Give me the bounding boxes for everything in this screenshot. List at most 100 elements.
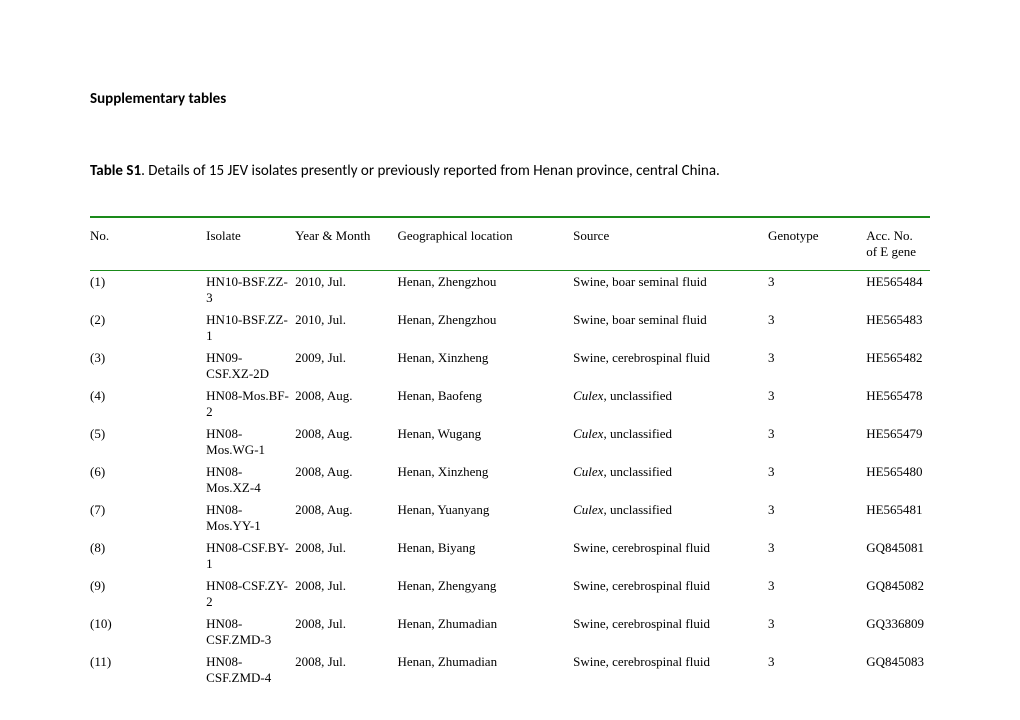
cell-geo: Henan, Zhumadian bbox=[397, 613, 573, 651]
table-row: (10)HN08-CSF.ZMD-32008, Jul.Henan, Zhuma… bbox=[90, 613, 930, 651]
col-header-source: Source bbox=[573, 217, 768, 271]
cell-no: (8) bbox=[90, 537, 206, 575]
cell-year-month: 2008, Aug. bbox=[295, 423, 397, 461]
cell-no: (4) bbox=[90, 385, 206, 423]
cell-acc: HE565480 bbox=[866, 461, 930, 499]
table-header-row: No. Isolate Year & Month Geographical lo… bbox=[90, 217, 930, 271]
table-row: (5)HN08-Mos.WG-12008, Aug.Henan, WugangC… bbox=[90, 423, 930, 461]
caption-text: . Details of 15 JEV isolates presently o… bbox=[141, 162, 720, 180]
col-header-acc: Acc. No. of E gene bbox=[866, 217, 930, 271]
col-header-year-month: Year & Month bbox=[295, 217, 397, 271]
cell-year-month: 2008, Jul. bbox=[295, 651, 397, 689]
cell-no: (11) bbox=[90, 651, 206, 689]
section-heading: Supplementary tables bbox=[90, 90, 930, 108]
cell-source: Swine, cerebrospinal fluid bbox=[573, 651, 768, 689]
table-row: (1)HN10-BSF.ZZ-32010, Jul.Henan, Zhengzh… bbox=[90, 271, 930, 310]
cell-no: (6) bbox=[90, 461, 206, 499]
cell-isolate: HN08-CSF.ZMD-4 bbox=[206, 651, 295, 689]
cell-no: (1) bbox=[90, 271, 206, 310]
table-row: (7)HN08-Mos.YY-12008, Aug.Henan, Yuanyan… bbox=[90, 499, 930, 537]
cell-source: Culex, unclassified bbox=[573, 461, 768, 499]
cell-geo: Henan, Zhengzhou bbox=[397, 271, 573, 310]
cell-genotype: 3 bbox=[768, 575, 866, 613]
cell-no: (3) bbox=[90, 347, 206, 385]
caption-label: Table S1 bbox=[90, 162, 141, 180]
cell-acc: GQ845083 bbox=[866, 651, 930, 689]
cell-isolate: HN08-CSF.BY-1 bbox=[206, 537, 295, 575]
cell-acc: GQ845081 bbox=[866, 537, 930, 575]
cell-genotype: 3 bbox=[768, 385, 866, 423]
cell-genotype: 3 bbox=[768, 613, 866, 651]
cell-no: (2) bbox=[90, 309, 206, 347]
cell-genotype: 3 bbox=[768, 537, 866, 575]
cell-acc: HE565478 bbox=[866, 385, 930, 423]
source-rest: , unclassified bbox=[603, 426, 672, 441]
table-row: (11)HN08-CSF.ZMD-42008, Jul.Henan, Zhuma… bbox=[90, 651, 930, 689]
cell-source: Swine, cerebrospinal fluid bbox=[573, 537, 768, 575]
cell-geo: Henan, Baofeng bbox=[397, 385, 573, 423]
cell-geo: Henan, Wugang bbox=[397, 423, 573, 461]
cell-geo: Henan, Zhumadian bbox=[397, 651, 573, 689]
cell-source: Swine, cerebrospinal fluid bbox=[573, 613, 768, 651]
cell-isolate: HN08-Mos.BF-2 bbox=[206, 385, 295, 423]
cell-year-month: 2008, Jul. bbox=[295, 575, 397, 613]
cell-acc: HE565483 bbox=[866, 309, 930, 347]
cell-year-month: 2008, Jul. bbox=[295, 537, 397, 575]
col-header-no: No. bbox=[90, 217, 206, 271]
cell-source: Swine, boar seminal fluid bbox=[573, 309, 768, 347]
source-rest: , unclassified bbox=[603, 464, 672, 479]
cell-geo: Henan, Biyang bbox=[397, 537, 573, 575]
cell-source: Culex, unclassified bbox=[573, 499, 768, 537]
cell-geo: Henan, Xinzheng bbox=[397, 461, 573, 499]
cell-no: (7) bbox=[90, 499, 206, 537]
cell-isolate: HN08-CSF.ZY-2 bbox=[206, 575, 295, 613]
cell-isolate: HN08-Mos.WG-1 bbox=[206, 423, 295, 461]
cell-year-month: 2009, Jul. bbox=[295, 347, 397, 385]
cell-geo: Henan, Yuanyang bbox=[397, 499, 573, 537]
cell-source: Culex, unclassified bbox=[573, 385, 768, 423]
cell-acc: HE565479 bbox=[866, 423, 930, 461]
cell-genotype: 3 bbox=[768, 499, 866, 537]
cell-source: Swine, cerebrospinal fluid bbox=[573, 575, 768, 613]
cell-no: (5) bbox=[90, 423, 206, 461]
cell-year-month: 2008, Aug. bbox=[295, 461, 397, 499]
cell-year-month: 2010, Jul. bbox=[295, 271, 397, 310]
cell-genotype: 3 bbox=[768, 423, 866, 461]
cell-acc: HE565482 bbox=[866, 347, 930, 385]
cell-year-month: 2010, Jul. bbox=[295, 309, 397, 347]
source-italic: Culex bbox=[573, 464, 603, 479]
source-italic: Culex bbox=[573, 388, 603, 403]
table-body: (1)HN10-BSF.ZZ-32010, Jul.Henan, Zhengzh… bbox=[90, 271, 930, 690]
cell-isolate: HN10-BSF.ZZ-3 bbox=[206, 271, 295, 310]
cell-source: Swine, boar seminal fluid bbox=[573, 271, 768, 310]
cell-genotype: 3 bbox=[768, 347, 866, 385]
cell-geo: Henan, Xinzheng bbox=[397, 347, 573, 385]
cell-year-month: 2008, Aug. bbox=[295, 499, 397, 537]
col-header-genotype: Genotype bbox=[768, 217, 866, 271]
cell-genotype: 3 bbox=[768, 651, 866, 689]
cell-source: Swine, cerebrospinal fluid bbox=[573, 347, 768, 385]
col-header-isolate: Isolate bbox=[206, 217, 295, 271]
cell-isolate: HN10-BSF.ZZ-1 bbox=[206, 309, 295, 347]
cell-isolate: HN09-CSF.XZ-2D bbox=[206, 347, 295, 385]
cell-geo: Henan, Zhengzhou bbox=[397, 309, 573, 347]
source-italic: Culex bbox=[573, 502, 603, 517]
source-italic: Culex bbox=[573, 426, 603, 441]
cell-year-month: 2008, Aug. bbox=[295, 385, 397, 423]
isolates-table: No. Isolate Year & Month Geographical lo… bbox=[90, 216, 930, 689]
table-row: (9)HN08-CSF.ZY-22008, Jul.Henan, Zhengya… bbox=[90, 575, 930, 613]
cell-year-month: 2008, Jul. bbox=[295, 613, 397, 651]
cell-no: (10) bbox=[90, 613, 206, 651]
source-rest: , unclassified bbox=[603, 502, 672, 517]
cell-geo: Henan, Zhengyang bbox=[397, 575, 573, 613]
cell-acc: HE565484 bbox=[866, 271, 930, 310]
cell-isolate: HN08-Mos.YY-1 bbox=[206, 499, 295, 537]
cell-acc: GQ336809 bbox=[866, 613, 930, 651]
source-rest: , unclassified bbox=[603, 388, 672, 403]
cell-isolate: HN08-CSF.ZMD-3 bbox=[206, 613, 295, 651]
table-row: (3)HN09-CSF.XZ-2D2009, Jul.Henan, Xinzhe… bbox=[90, 347, 930, 385]
document-page: Supplementary tables Table S1. Details o… bbox=[0, 0, 1020, 689]
cell-genotype: 3 bbox=[768, 309, 866, 347]
cell-source: Culex, unclassified bbox=[573, 423, 768, 461]
table-row: (2)HN10-BSF.ZZ-12010, Jul.Henan, Zhengzh… bbox=[90, 309, 930, 347]
